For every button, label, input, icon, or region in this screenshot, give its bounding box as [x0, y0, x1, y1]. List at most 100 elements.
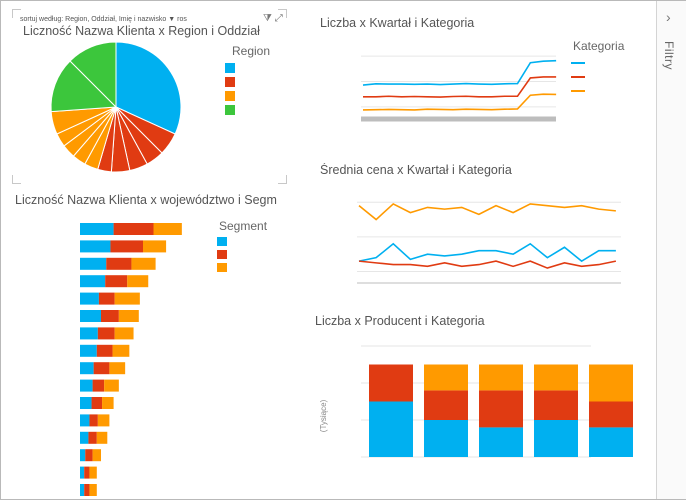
column-segment [479, 364, 523, 391]
column-segment [534, 364, 578, 391]
bar-segment [80, 275, 106, 288]
bar-legend-swatch [217, 263, 227, 272]
bar-segment [93, 362, 110, 375]
bar-segment [98, 292, 115, 305]
series-line [362, 93, 557, 111]
bar-segment [106, 257, 132, 270]
bar-segment [80, 466, 85, 479]
pie-slice [69, 41, 117, 109]
bar-segment [88, 431, 97, 444]
pie-legend-swatch [225, 91, 235, 101]
series-line [362, 59, 557, 86]
bar-segment [102, 397, 114, 409]
pie-legend-title: Region [232, 44, 270, 58]
bar-segment [113, 223, 154, 235]
column-segment [479, 390, 523, 428]
bar-segment [80, 257, 107, 270]
selection-corner [278, 9, 287, 18]
column-segment [589, 427, 633, 457]
pie-chart: Region [50, 41, 270, 173]
series-line [358, 260, 617, 269]
bar-segment [96, 431, 108, 444]
column-chart-title: Liczba x Producent i Kategoria [315, 314, 485, 328]
bar-segment [105, 275, 128, 288]
selection-corner [12, 9, 21, 18]
bar-segment [80, 327, 98, 340]
bar-segment [104, 379, 119, 392]
bar-segment [114, 327, 134, 340]
bar-segment [80, 240, 111, 253]
visual-toolbar: ⧩ ⤢ [263, 13, 283, 24]
bar-segment [84, 466, 90, 479]
bar-segment [101, 310, 119, 322]
bar-segment [80, 397, 92, 409]
bar-segment [80, 344, 97, 357]
bar-segment [84, 484, 90, 496]
bar-legend-swatch [217, 237, 227, 246]
line1-legend-title: Kategoria [573, 39, 625, 53]
bar-segment [118, 310, 139, 322]
line2-chart [357, 201, 621, 284]
filter-icon[interactable]: ⧩ [263, 13, 272, 24]
bar-segment [131, 257, 156, 270]
column-segment [534, 390, 578, 420]
series-line [358, 242, 616, 263]
bar-segment [89, 414, 98, 427]
bar-segment [80, 449, 86, 462]
bar-segment [80, 484, 85, 496]
pie-legend [225, 63, 235, 115]
filters-label[interactable]: Filtry [662, 41, 676, 70]
bar-segment [110, 240, 143, 253]
pie-legend-swatch [225, 63, 235, 73]
column-segment [589, 364, 633, 402]
bar-segment [114, 292, 140, 305]
column-segment [424, 390, 468, 420]
column-segment [369, 364, 413, 402]
column-segment [589, 401, 633, 428]
column-segment [424, 364, 468, 391]
line2-title: Średnia cena x Kwartał i Kategoria [320, 163, 512, 177]
bar-segment [127, 275, 149, 288]
column-segment [534, 420, 578, 457]
pie-legend-swatch [225, 77, 235, 87]
line1-chart: Kategoria [361, 39, 625, 122]
bar-segment [80, 414, 90, 427]
bar-legend-title: Segment [219, 219, 268, 233]
chevron-right-icon[interactable]: › [666, 9, 671, 25]
bar-segment [80, 379, 93, 392]
bar-segment [97, 327, 115, 340]
bar-segment [80, 292, 99, 305]
popout-icon[interactable]: ⤢ [274, 13, 283, 24]
series-line [363, 76, 557, 98]
bar-segment [112, 344, 130, 357]
column-segment [479, 427, 523, 457]
column-chart: (Tysiące) [319, 345, 633, 458]
column-segment [424, 420, 468, 457]
filters-pane[interactable]: › Filtry [656, 1, 686, 499]
column-ylabel: (Tysiące) [319, 399, 328, 432]
column-segment [369, 401, 413, 457]
bar-segment [91, 397, 103, 409]
series-line [358, 202, 616, 221]
pie-legend-swatch [225, 105, 235, 115]
bar-legend-swatch [217, 250, 227, 259]
bar-segment [143, 240, 167, 253]
bar-segment [80, 362, 94, 375]
pie-slices [50, 41, 182, 173]
pie-title: Liczność Nazwa Klienta x Region i Oddzia… [23, 24, 260, 38]
bar-segment [80, 310, 101, 322]
bar-chart-title: Liczność Nazwa Klienta x województwo i S… [15, 193, 277, 207]
sort-note[interactable]: sortuj według: Region, Oddział, Imię i n… [20, 16, 187, 23]
bar-segment [89, 466, 97, 479]
selection-corner [12, 175, 21, 184]
bar-segment [97, 414, 110, 427]
bar-segment [85, 449, 93, 462]
bar-segment [96, 344, 113, 357]
line1-title: Liczba x Kwartał i Kategoria [320, 16, 475, 30]
pie-slice [50, 60, 118, 113]
pie-slice [115, 41, 182, 135]
selection-corner [278, 175, 287, 184]
bar-segment [92, 449, 101, 462]
bar-segment [89, 484, 97, 496]
